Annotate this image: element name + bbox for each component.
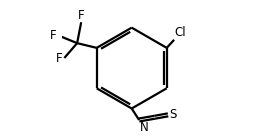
Text: F: F xyxy=(78,9,85,22)
Text: F: F xyxy=(50,29,57,42)
Text: F: F xyxy=(56,52,62,65)
Text: Cl: Cl xyxy=(175,26,187,39)
Text: N: N xyxy=(140,121,149,134)
Text: S: S xyxy=(170,108,177,121)
